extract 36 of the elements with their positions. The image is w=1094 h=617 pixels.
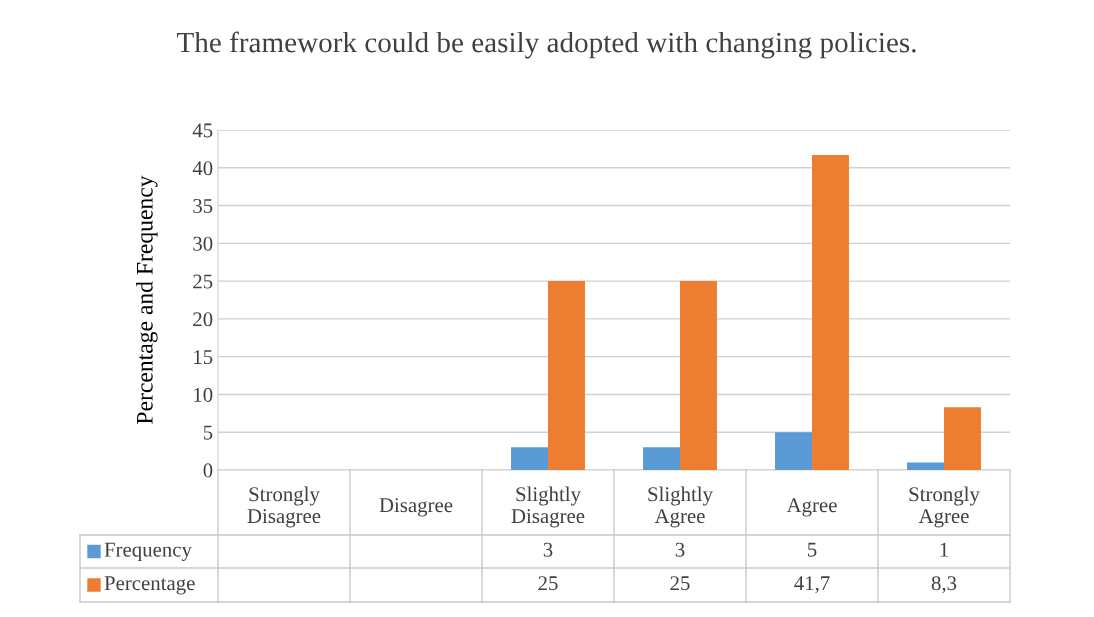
data-label: 25 <box>670 576 690 591</box>
bar <box>680 281 717 470</box>
x-tick-label: Slightly Disagree <box>511 486 585 528</box>
y-tick-label: 30 <box>193 236 213 251</box>
y-tick-label: 15 <box>194 350 213 365</box>
x-tick-label: Strongly Disagree <box>247 486 321 528</box>
y-tick-label: 5 <box>203 425 213 440</box>
y-tick-label: 0 <box>203 463 213 478</box>
y-tick-label: 35 <box>193 198 213 213</box>
x-tick-label: Strongly Agree <box>909 486 980 528</box>
bar <box>812 154 849 470</box>
bar <box>643 447 680 470</box>
y-tick-label: 10 <box>194 387 213 402</box>
x-tick-label: Slightly Agree <box>648 486 713 528</box>
data-label: 8,3 <box>931 576 957 594</box>
legend-label: Percentage <box>104 576 195 595</box>
x-tick-label: Disagree <box>379 498 453 517</box>
bar <box>944 407 981 470</box>
y-tick-label: 20 <box>193 312 213 327</box>
legend-label: Frequency <box>104 542 192 561</box>
bar <box>775 432 812 470</box>
data-label: 25 <box>538 576 558 591</box>
chart-title: The framework could be easily adopted with changing policies. <box>176 31 916 59</box>
data-label: 1 <box>940 542 948 557</box>
y-tick-label: 25 <box>193 274 213 289</box>
bar <box>548 281 585 470</box>
y-axis-title: Percentage and Frequency <box>136 175 158 424</box>
data-label: 5 <box>808 542 817 557</box>
data-label: 41,7 <box>794 576 830 594</box>
data-label: 3 <box>543 542 553 557</box>
y-tick-label: 40 <box>192 161 213 176</box>
bar <box>907 462 944 470</box>
data-label: 3 <box>675 542 685 557</box>
x-tick-label: Agree <box>786 498 837 517</box>
bar <box>511 447 548 470</box>
y-tick-label: 45 <box>192 123 213 138</box>
